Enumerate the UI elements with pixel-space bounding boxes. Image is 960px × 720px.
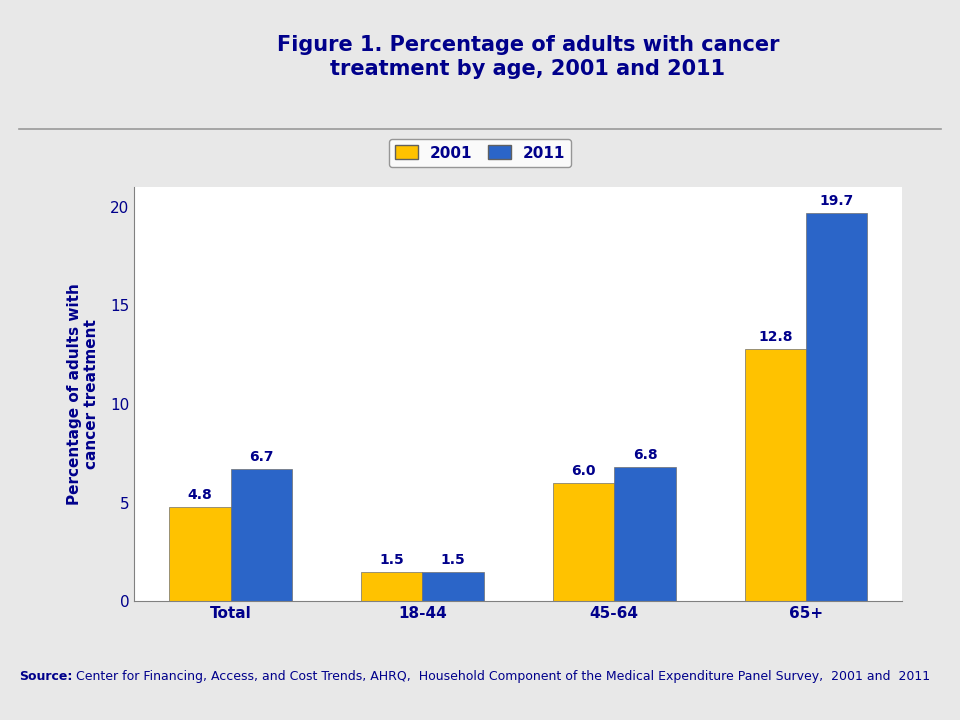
Text: 1.5: 1.5 — [441, 553, 466, 567]
Bar — [230, 469, 292, 601]
Text: Center for Financing, Access, and Cost Trends, AHRQ,  Household Component of the: Center for Financing, Access, and Cost T… — [72, 670, 930, 683]
Text: 4.8: 4.8 — [187, 487, 212, 502]
Text: 1.5: 1.5 — [379, 553, 404, 567]
Text: Source:: Source: — [19, 670, 73, 683]
Text: 6.8: 6.8 — [633, 449, 658, 462]
Bar — [422, 572, 484, 601]
Text: 6.7: 6.7 — [250, 450, 274, 464]
Text: 19.7: 19.7 — [820, 194, 854, 208]
Bar — [361, 572, 422, 601]
Bar — [614, 467, 676, 601]
Bar — [169, 507, 230, 601]
Bar — [806, 213, 868, 601]
Text: Figure 1. Percentage of adults with cancer
treatment by age, 2001 and 2011: Figure 1. Percentage of adults with canc… — [276, 35, 780, 78]
Text: 6.0: 6.0 — [571, 464, 596, 478]
Text: 12.8: 12.8 — [758, 330, 793, 344]
Bar — [553, 483, 614, 601]
Legend: 2001, 2011: 2001, 2011 — [389, 140, 571, 166]
Y-axis label: Percentage of adults with
cancer treatment: Percentage of adults with cancer treatme… — [67, 283, 99, 505]
Bar — [745, 349, 806, 601]
